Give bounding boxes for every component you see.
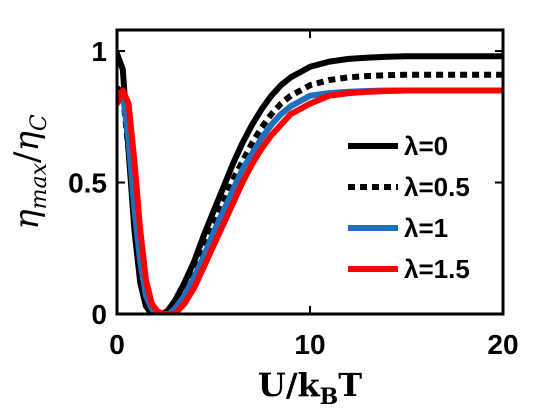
ticks-layer [116,30,504,315]
legend-label-3: λ=1.5 [404,254,470,284]
tick-labels-layer: 0 10 20 0 0.5 1 [68,36,519,360]
y-axis-title-slash: / [7,151,47,163]
y-axis-title-eta: η [7,209,47,230]
x-axis-title-tail: T [338,366,362,404]
y-axis-title-subscript-bottom: C [27,114,52,131]
x-axis-title-subscript: B [320,384,339,410]
legend-label-2: λ=1 [404,213,448,243]
y-axis-title-subscript-top: max [27,162,52,209]
series-layer [117,50,503,314]
x-axis-title: U/kBT [258,366,362,410]
legend-label-0: λ=0 [404,131,448,161]
y-tick-label: 0 [91,299,107,330]
y-axis-title-eta-2: η [7,130,47,151]
x-axis-title-main: U/k [258,366,321,404]
series-line-3 [117,87,503,314]
x-tick-label: 10 [294,329,325,360]
series-line-1 [117,71,503,314]
y-tick-label: 1 [91,36,107,67]
x-tick-label: 0 [109,329,125,360]
legend: λ=0 λ=0.5 λ=1 λ=1.5 [348,131,470,284]
y-axis-title: ηmax/ηC [7,114,52,230]
x-tick-label: 20 [487,329,518,360]
legend-label-1: λ=0.5 [404,172,470,202]
y-tick-label: 0.5 [68,168,107,199]
